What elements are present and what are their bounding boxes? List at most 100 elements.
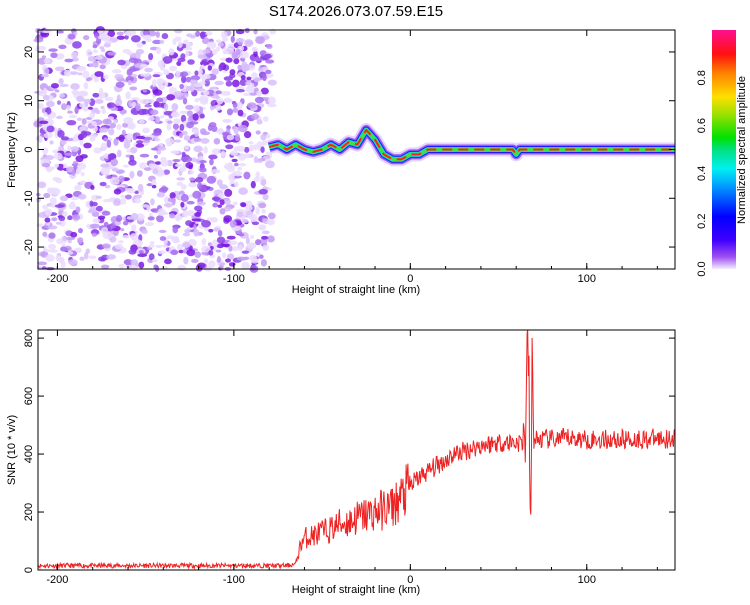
noise-blob [194,212,202,217]
noise-blob [173,139,182,143]
noise-blob [164,196,170,204]
noise-blob [193,145,203,153]
noise-blob [200,138,210,144]
top-ylabel: Frequency (Hz) [6,112,18,188]
noise-blob [48,243,57,250]
noise-blob [44,208,53,216]
noise-blob [237,109,244,117]
noise-blob [219,208,226,215]
noise-blob [201,237,207,246]
noise-blob [186,33,193,38]
noise-blob [249,82,255,89]
noise-blob [73,160,78,165]
x-tick-label: -100 [223,574,245,586]
noise-blob [255,239,262,246]
noise-blob [102,243,111,249]
noise-blob [113,138,119,146]
noise-blob [155,46,162,55]
noise-blob [178,249,184,254]
noise-blob [56,30,64,34]
noise-blob [219,262,226,266]
noise-blob [221,131,230,136]
noise-blob [37,102,44,110]
noise-blob [60,195,69,202]
noise-blob [175,213,181,220]
noise-blob [42,147,49,155]
noise-blob [265,69,272,74]
noise-blob [148,116,155,122]
colorbar-tick-label: 0.8 [696,70,708,85]
noise-blob [67,33,76,40]
noise-blob [151,184,157,189]
noise-blob [226,108,233,116]
noise-blob [260,259,267,267]
noise-blob [199,128,207,135]
noise-blob [205,31,213,36]
noise-blob [74,106,79,114]
noise-blob [155,244,162,248]
noise-blob [221,252,227,259]
noise-blob [232,201,238,206]
noise-blob [191,258,199,263]
noise-blob [83,82,89,90]
noise-blob [156,215,164,223]
noise-blob [194,98,200,103]
noise-blob [183,39,190,45]
noise-blob [120,194,126,199]
noise-blob [55,221,62,225]
bottom-ylabel: SNR (10 * v/v) [6,415,18,485]
noise-blob [188,182,198,188]
noise-blob [102,118,112,125]
noise-blob [70,83,80,90]
noise-blob [82,70,90,79]
noise-blob [70,146,80,153]
noise-blob [67,259,78,266]
noise-blob [48,232,56,239]
noise-blob [60,246,68,252]
noise-blob [236,145,245,152]
noise-blob [142,127,151,134]
noise-blob [182,242,191,248]
y-tick-label: -10 [23,190,35,206]
noise-blob [212,202,218,208]
noise-blob [95,195,102,199]
noise-blob [232,102,238,108]
noise-blob [182,232,191,237]
noise-blob [186,248,196,257]
noise-blob [262,73,267,82]
noise-blob [67,251,74,255]
x-tick-label: 0 [407,273,413,285]
noise-blob [88,255,97,260]
noise-blob [80,154,88,159]
noise-blob [237,124,248,133]
noise-blob [233,181,239,188]
noise-blob [245,40,254,46]
noise-blob [262,116,269,122]
noise-blob [44,217,51,223]
noise-blob [97,215,106,220]
noise-blob [259,176,265,180]
noise-blob [138,250,144,254]
noise-blob [147,216,155,221]
noise-blob [191,218,202,222]
noise-blob [161,244,169,248]
noise-blob [236,211,245,218]
noise-blob [44,248,51,253]
noise-blob [101,108,106,114]
noise-blob [211,48,218,55]
noise-blob [210,217,218,223]
noise-blob [216,243,225,249]
noise-blob [54,66,65,72]
noise-blob [152,74,161,78]
noise-blob [226,134,235,141]
noise-blob [191,128,200,134]
noise-blob [171,103,179,111]
noise-blob [233,57,240,65]
noise-blob [200,73,211,80]
noise-blob [253,77,261,83]
noise-blob [72,41,82,49]
noise-blob [87,106,93,110]
noise-blob [193,228,200,237]
noise-blob [223,215,233,223]
noise-blob [262,194,269,201]
